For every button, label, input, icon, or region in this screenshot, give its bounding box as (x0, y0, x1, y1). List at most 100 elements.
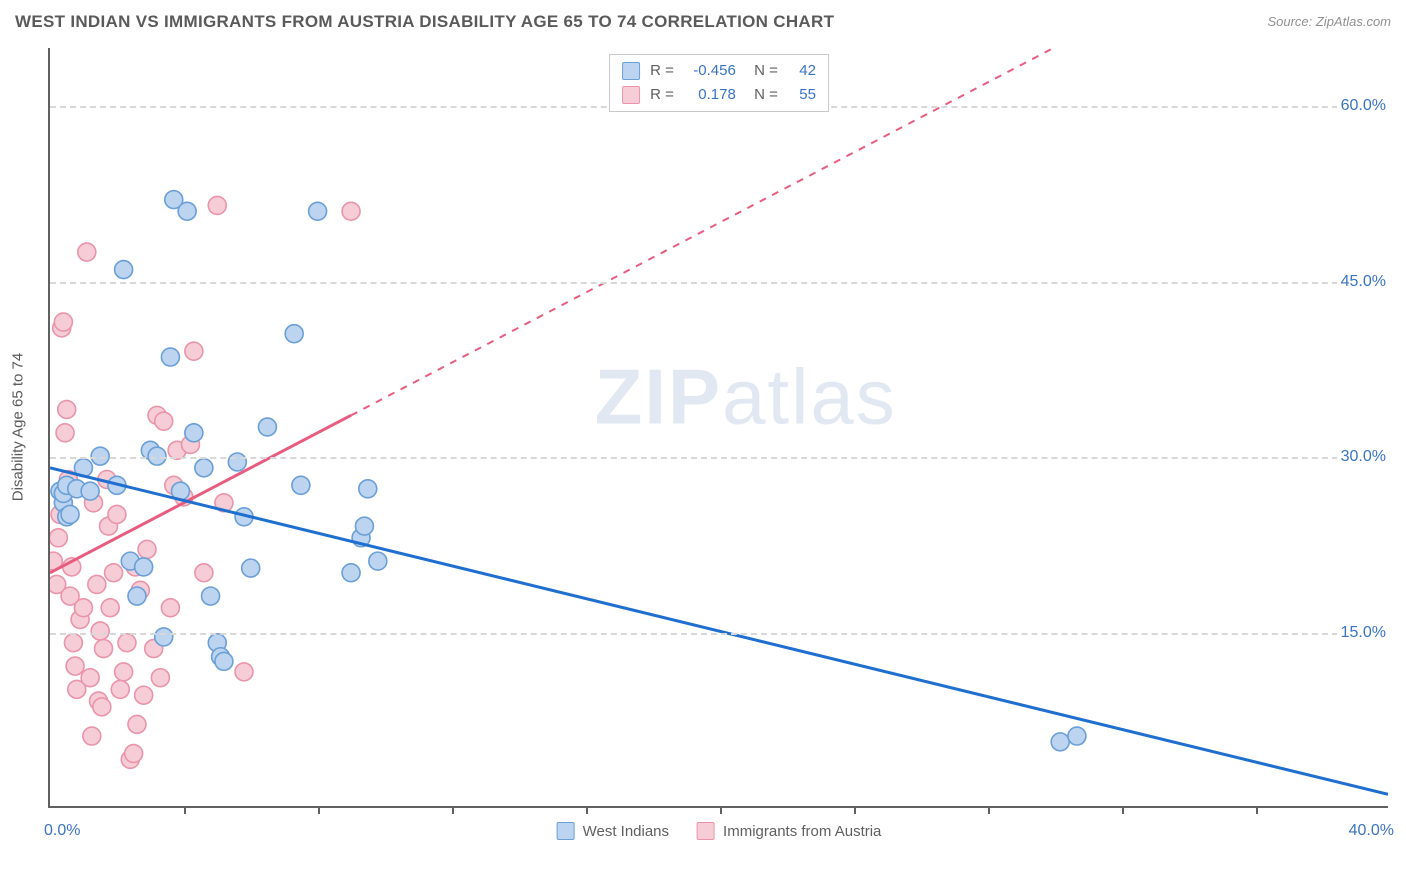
chart-header: WEST INDIAN VS IMMIGRANTS FROM AUSTRIA D… (15, 12, 1391, 40)
data-point (1068, 727, 1086, 745)
legend-swatch (622, 62, 640, 80)
x-axis-min-label: 0.0% (44, 822, 80, 840)
data-point (242, 559, 260, 577)
data-point (58, 401, 76, 419)
data-point (83, 727, 101, 745)
y-tick-label: 30.0% (1337, 448, 1390, 466)
data-point (81, 482, 99, 500)
stats-legend-row: R = 0.178 N = 55 (622, 83, 816, 107)
x-tick (452, 806, 454, 814)
y-tick-label: 15.0% (1337, 624, 1390, 642)
data-point (111, 680, 129, 698)
r-label: R = (650, 83, 674, 107)
data-point (342, 202, 360, 220)
data-point (50, 529, 67, 547)
data-point (208, 196, 226, 214)
y-axis-title: Disability Age 65 to 74 (10, 353, 27, 501)
data-point (108, 505, 126, 523)
x-tick (988, 806, 990, 814)
data-point (161, 348, 179, 366)
data-point (161, 599, 179, 617)
n-value: 42 (788, 59, 816, 83)
data-point (88, 575, 106, 593)
data-point (91, 447, 109, 465)
chart-title: WEST INDIAN VS IMMIGRANTS FROM AUSTRIA D… (15, 12, 834, 31)
x-tick (720, 806, 722, 814)
trend-line-solid (50, 468, 1388, 795)
legend-item: West Indians (557, 822, 669, 840)
data-point (115, 261, 133, 279)
plot-area (50, 48, 1388, 806)
data-point (228, 453, 246, 471)
data-point (178, 202, 196, 220)
x-tick (1122, 806, 1124, 814)
data-point (155, 412, 173, 430)
data-point (115, 663, 133, 681)
data-point (185, 342, 203, 360)
data-point (54, 313, 72, 331)
x-tick (1256, 806, 1258, 814)
data-point (91, 622, 109, 640)
y-tick-label: 45.0% (1337, 273, 1390, 291)
data-point (66, 657, 84, 675)
data-point (61, 505, 79, 523)
data-point (342, 564, 360, 582)
data-point (148, 447, 166, 465)
data-point (369, 552, 387, 570)
data-point (151, 669, 169, 687)
legend-swatch (622, 86, 640, 104)
x-tick (184, 806, 186, 814)
data-point (292, 476, 310, 494)
data-point (118, 634, 136, 652)
r-value: 0.178 (684, 83, 736, 107)
stats-legend-row: R =-0.456 N =42 (622, 59, 816, 83)
data-point (135, 686, 153, 704)
legend-label: Immigrants from Austria (723, 823, 881, 840)
n-label: N = (746, 83, 778, 107)
n-value: 55 (788, 83, 816, 107)
x-tick (854, 806, 856, 814)
data-point (81, 669, 99, 687)
source-attribution: Source: ZipAtlas.com (1267, 14, 1391, 29)
gridline (50, 457, 1388, 459)
data-point (185, 424, 203, 442)
data-point (202, 587, 220, 605)
series-legend: West Indians Immigrants from Austria (557, 822, 882, 840)
data-point (258, 418, 276, 436)
legend-swatch (697, 822, 715, 840)
data-point (128, 715, 146, 733)
x-tick (318, 806, 320, 814)
legend-item: Immigrants from Austria (697, 822, 881, 840)
scatter-chart: Disability Age 65 to 74 ZIPatlas 15.0%30… (48, 48, 1388, 808)
data-point (56, 424, 74, 442)
stats-legend: R = -0.456 N = 42R = 0.178 N = 55 (609, 54, 829, 112)
data-point (78, 243, 96, 261)
data-point (64, 634, 82, 652)
legend-label: West Indians (583, 823, 669, 840)
data-point (135, 558, 153, 576)
x-tick (586, 806, 588, 814)
data-point (101, 599, 119, 617)
data-point (309, 202, 327, 220)
r-value: -0.456 (684, 59, 736, 83)
data-point (285, 325, 303, 343)
data-point (355, 517, 373, 535)
data-point (138, 540, 156, 558)
data-point (74, 599, 92, 617)
data-point (359, 480, 377, 498)
gridline (50, 282, 1388, 284)
trend-line-dashed (351, 48, 1388, 415)
n-label: N = (746, 59, 778, 83)
x-axis-max-label: 40.0% (1349, 822, 1394, 840)
data-point (125, 745, 143, 763)
data-point (155, 628, 173, 646)
data-point (128, 587, 146, 605)
data-point (93, 698, 111, 716)
legend-swatch (557, 822, 575, 840)
data-point (105, 564, 123, 582)
data-point (1051, 733, 1069, 751)
data-point (235, 663, 253, 681)
y-tick-label: 60.0% (1337, 97, 1390, 115)
data-point (195, 564, 213, 582)
data-point (95, 640, 113, 658)
